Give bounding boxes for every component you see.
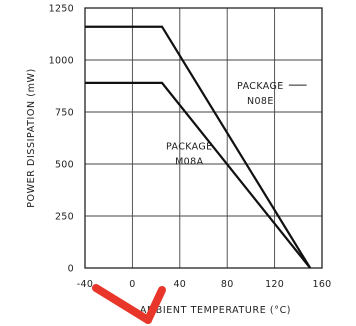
x-tick-label: 160 bbox=[312, 279, 331, 290]
x-tick-label: 120 bbox=[265, 279, 284, 290]
x-tick-label: -40 bbox=[77, 279, 93, 290]
series-line bbox=[85, 25, 312, 269]
y-tick-labels: 0 250 500 750 1000 1250 bbox=[49, 4, 74, 275]
y-tick-label: 1250 bbox=[49, 4, 74, 15]
x-tick-label: 0 bbox=[129, 279, 135, 290]
series-lines bbox=[85, 25, 312, 269]
x-axis-title: AMBIENT TEMPERATURE (°C) bbox=[140, 305, 291, 316]
series-label: M08A bbox=[175, 156, 203, 167]
y-axis-title: POWER DISSIPATION (mW) bbox=[26, 68, 37, 208]
series-line bbox=[85, 81, 312, 269]
series-label: PACKAGE bbox=[166, 141, 213, 152]
arrow-stroke-left bbox=[92, 284, 152, 324]
x-tick-label: 40 bbox=[173, 279, 186, 290]
plot-frame bbox=[84, 7, 323, 269]
y-tick-label: 750 bbox=[55, 108, 74, 119]
y-tick-label: 250 bbox=[55, 212, 74, 223]
series-labels: PACKAGE N08E PACKAGE M08A bbox=[166, 81, 307, 167]
y-tick-label: 1000 bbox=[49, 56, 74, 67]
arrow-stroke-right bbox=[144, 286, 166, 324]
y-tick-label: 500 bbox=[55, 160, 74, 171]
grid bbox=[85, 8, 322, 268]
x-tick-label: 80 bbox=[221, 279, 234, 290]
series-label: N08E bbox=[247, 96, 274, 107]
y-tick-label: 0 bbox=[68, 264, 74, 275]
red-arrow-annotation bbox=[92, 284, 166, 324]
x-tick-labels: -40 0 40 80 120 160 bbox=[77, 279, 331, 290]
series-label: PACKAGE bbox=[237, 81, 284, 92]
